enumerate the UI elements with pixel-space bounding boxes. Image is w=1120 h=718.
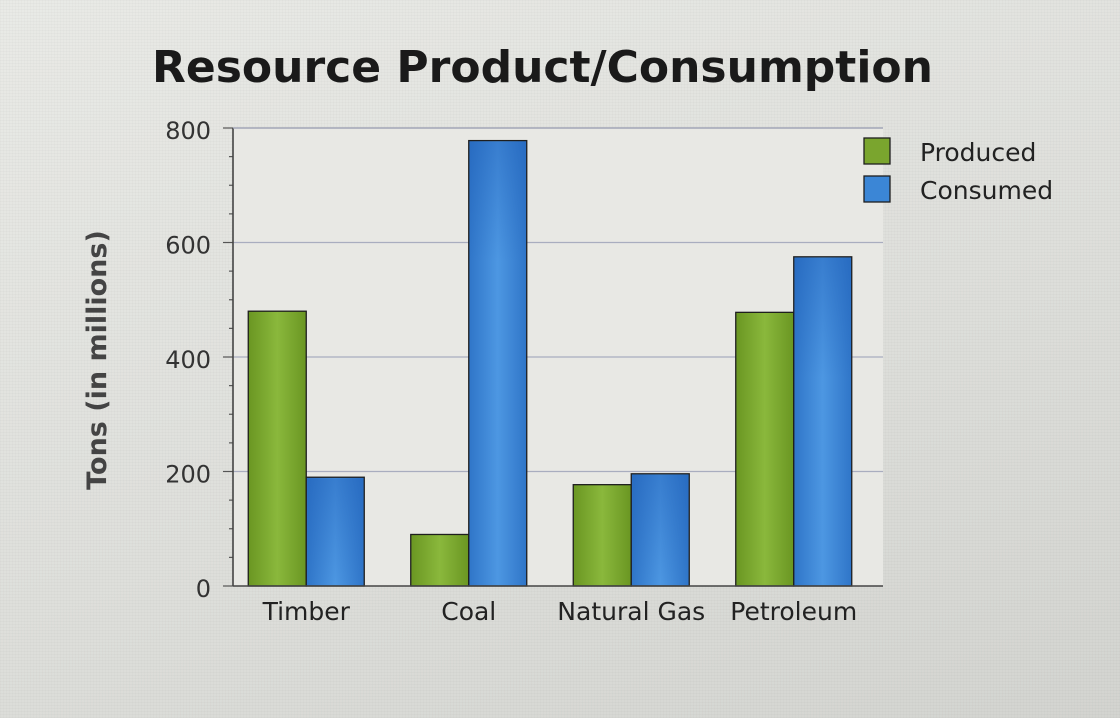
y-axis-label: Tons (in millions) xyxy=(82,230,113,490)
x-category-label: Coal xyxy=(441,597,496,626)
y-tick-label: 400 xyxy=(165,346,211,374)
legend-swatch-produced xyxy=(863,137,891,165)
x-category-label: Natural Gas xyxy=(557,597,705,626)
legend-swatch-consumed xyxy=(863,175,891,203)
bar-produced-natural-gas xyxy=(572,484,632,587)
y-tick-label: 600 xyxy=(165,232,211,260)
bar-shade xyxy=(307,478,364,585)
legend-label-consumed: Consumed xyxy=(920,176,1053,205)
x-category-label: Petroleum xyxy=(730,597,857,626)
axes xyxy=(223,127,883,587)
y-tick-label: 200 xyxy=(165,461,211,489)
bar-produced-coal xyxy=(410,533,470,587)
y-tick-label: 800 xyxy=(165,117,211,145)
legend: Produced Consumed xyxy=(863,137,1053,205)
x-category-label: Timber xyxy=(262,597,351,626)
bar-shade xyxy=(794,257,851,378)
legend-label-produced: Produced xyxy=(920,138,1036,167)
bar-shade xyxy=(632,474,689,585)
bar-produced-petroleum xyxy=(735,311,795,587)
chart-title: Resource Product/Consumption xyxy=(152,42,933,93)
bar-shade xyxy=(469,141,526,262)
y-tick-labels: 0 200 400 600 800 xyxy=(165,117,211,603)
x-category-labels: Timber Coal Natural Gas Petroleum xyxy=(262,597,858,626)
bar-produced-timber xyxy=(247,310,307,587)
y-tick-label: 0 xyxy=(196,575,211,603)
